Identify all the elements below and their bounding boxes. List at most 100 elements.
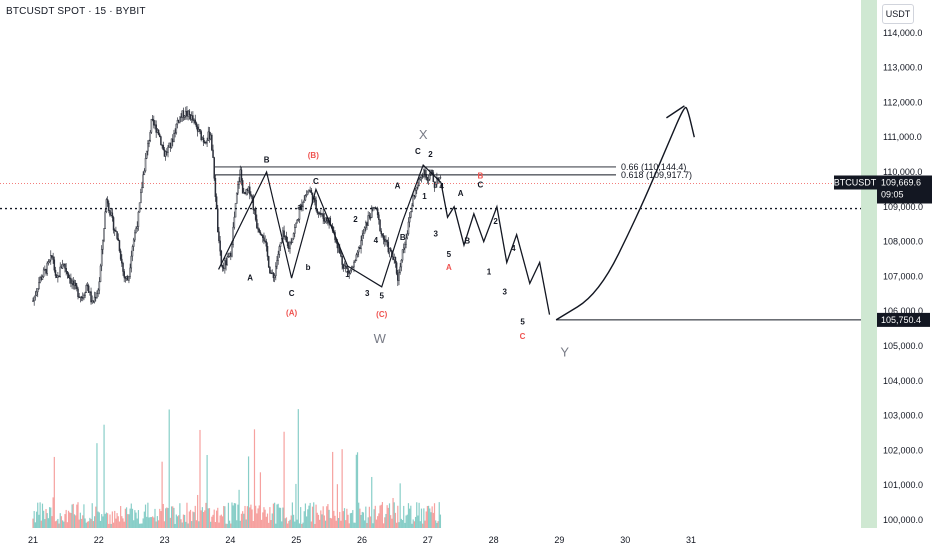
- price-tags: BTCUSDT 109,669.6 09:05 105,750.4: [834, 175, 932, 327]
- candle-body: [292, 233, 295, 239]
- volume-bar: [192, 511, 194, 528]
- volume-bar: [51, 516, 53, 528]
- wave-label: C: [415, 147, 421, 156]
- candle-body: [363, 227, 366, 234]
- candle-body: [402, 247, 405, 250]
- volume-bar: [416, 502, 418, 528]
- volume-bar: [396, 522, 398, 528]
- volume-bar: [371, 476, 373, 528]
- volume-bar: [79, 512, 81, 528]
- y-tick-label: 100,000.0: [883, 515, 923, 525]
- candle-body: [419, 177, 422, 180]
- candle-body: [254, 209, 257, 220]
- volume-bar: [240, 513, 243, 528]
- volume-bar: [193, 512, 195, 528]
- candle-body: [106, 199, 109, 204]
- volume-bar: [70, 513, 72, 528]
- candle-body: [322, 213, 324, 219]
- volume-bar: [237, 504, 239, 528]
- volume-bar: [107, 513, 109, 528]
- wave-zigzag: [218, 163, 442, 288]
- candle-body: [356, 251, 359, 256]
- volume-bar: [116, 513, 118, 528]
- volume-bar: [160, 511, 162, 528]
- volume-bar: [437, 521, 439, 528]
- candle-body: [379, 219, 381, 232]
- volume-bar: [47, 518, 49, 528]
- candle-body: [104, 211, 106, 229]
- candle-body: [52, 256, 54, 261]
- candle-body: [221, 265, 224, 268]
- candle-body: [265, 241, 268, 247]
- fib-label: 0.618 (109,917.7): [621, 170, 692, 180]
- candle-body: [103, 228, 105, 241]
- x-tick-label: 27: [423, 535, 433, 545]
- candle-body: [368, 215, 371, 218]
- candle-body: [267, 256, 270, 268]
- price-axis[interactable]: 114,000.0 113,000.0 112,000.0 111,000.0 110,…: [883, 28, 923, 525]
- x-tick-label: 31: [686, 535, 696, 545]
- volume-bar: [172, 506, 174, 528]
- candle-body: [296, 219, 298, 224]
- candle-body: [244, 192, 246, 195]
- candle-body: [225, 260, 227, 266]
- volume-bar: [424, 520, 426, 528]
- volume-bar: [141, 523, 143, 528]
- volume-bar: [252, 521, 254, 528]
- candle-body: [137, 211, 140, 227]
- volume-bar: [290, 515, 292, 528]
- time-axis[interactable]: 21 22 23 24 25 26 27 28 29 30 31: [28, 535, 696, 545]
- candle-body: [354, 260, 356, 263]
- volume-bar: [355, 454, 357, 528]
- currency-button[interactable]: USDT: [882, 4, 914, 24]
- volume-bar: [195, 520, 198, 528]
- wave-label: 2: [353, 215, 358, 224]
- candle-body: [370, 207, 373, 218]
- wave-label: 1: [345, 270, 350, 279]
- volume-bar: [264, 509, 266, 528]
- wave-label: 5: [380, 292, 385, 301]
- candle-body: [58, 275, 60, 278]
- volume-bar: [167, 508, 169, 528]
- candle-body: [294, 227, 296, 234]
- candle-body: [266, 246, 269, 257]
- volume-bar: [205, 502, 207, 528]
- candle-body: [181, 110, 183, 118]
- candle-body: [55, 275, 58, 278]
- candle-body: [164, 151, 167, 157]
- volume-bar: [250, 504, 252, 528]
- candle-body: [209, 134, 212, 140]
- candle-body: [111, 212, 114, 218]
- volume-bar: [33, 511, 35, 528]
- volume-bar: [413, 521, 415, 528]
- candle-body: [110, 212, 112, 216]
- volume-bars: [32, 409, 442, 528]
- candle-body: [245, 189, 247, 195]
- volume-bar: [96, 443, 98, 528]
- recovery-curve: [555, 106, 695, 321]
- candle-body: [63, 263, 65, 265]
- volume-bar: [89, 517, 91, 528]
- candle-body: [426, 177, 429, 181]
- volume-bar: [418, 502, 420, 528]
- wave-label: C: [520, 332, 526, 341]
- candle-body: [385, 239, 387, 242]
- candle-body: [373, 207, 375, 209]
- volume-bar: [309, 502, 311, 528]
- candle-body: [349, 269, 352, 274]
- volume-bar: [230, 523, 232, 528]
- elliott-wave-drawings: [218, 105, 695, 321]
- candle-body: [246, 189, 249, 191]
- y-tick-label: 114,000.0: [883, 28, 922, 38]
- candle-body: [382, 235, 385, 240]
- candle-body: [118, 240, 121, 252]
- volume-bar: [258, 505, 260, 528]
- candle-body: [153, 119, 155, 126]
- candle-body: [341, 256, 343, 265]
- candle-body: [175, 123, 178, 134]
- volume-bar: [279, 507, 282, 528]
- volume-bar: [204, 510, 206, 528]
- candle-body: [423, 169, 425, 177]
- wave-label: B: [264, 155, 270, 164]
